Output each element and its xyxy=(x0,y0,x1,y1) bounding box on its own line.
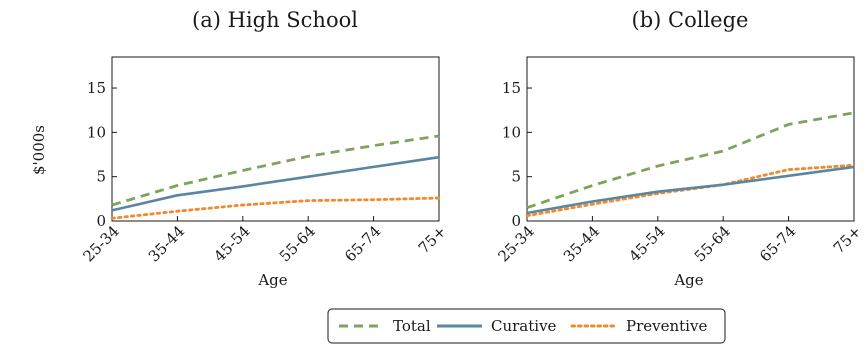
x-axis-label: Age xyxy=(673,271,703,289)
legend-box xyxy=(327,308,726,344)
x-tick-label: 55-64 xyxy=(276,222,319,265)
y-tick-label: 15 xyxy=(502,79,521,97)
series-line-curative xyxy=(111,155,440,212)
y-ticks: 0 5 10 15 xyxy=(87,79,117,230)
series-line-curative xyxy=(526,165,855,215)
legend-label-total: Total xyxy=(393,317,431,335)
x-tick-label: 55-64 xyxy=(691,222,734,265)
y-tick-label: 0 xyxy=(511,212,521,230)
chart-title: (b) College xyxy=(632,8,749,32)
legend-label-curative: Curative xyxy=(491,317,557,335)
x-tick-label: 75+ xyxy=(830,222,865,257)
series-line-total xyxy=(111,134,440,207)
chart-title: (a) High School xyxy=(192,8,358,32)
y-axis-label: $'000s xyxy=(30,125,48,175)
x-tick-label: 65-74 xyxy=(756,222,799,265)
y-tick-label: 10 xyxy=(502,123,521,141)
x-tick-label: 45-54 xyxy=(210,222,253,265)
x-ticks: 25-34 35-44 45-54 55-64 65-74 75+ xyxy=(495,216,865,265)
y-tick-label: 0 xyxy=(96,212,106,230)
y-tick-label: 5 xyxy=(96,168,106,186)
series-lines xyxy=(525,111,856,218)
x-ticks: 25-34 35-44 45-54 55-64 65-74 75+ xyxy=(80,216,450,265)
x-tick-label: 35-44 xyxy=(145,222,188,265)
x-tick-label: 45-54 xyxy=(625,222,668,265)
x-axis-label: Age xyxy=(257,271,287,289)
y-tick-label: 10 xyxy=(87,123,106,141)
y-tick-label: 5 xyxy=(511,168,521,186)
legend-label-preventive: Preventive xyxy=(626,317,707,335)
series-line-total xyxy=(526,111,855,210)
plot-frame xyxy=(526,56,855,222)
y-ticks: 0 5 10 15 xyxy=(502,79,532,230)
y-tick-label: 15 xyxy=(87,79,106,97)
x-tick-label: 75+ xyxy=(415,222,450,257)
x-tick-label: 35-44 xyxy=(560,222,603,265)
series-lines xyxy=(110,134,441,220)
x-tick-label: 65-74 xyxy=(341,222,384,265)
series-line-preventive xyxy=(110,196,441,220)
legend: Total Curative Preventive xyxy=(327,308,726,344)
plot-frame xyxy=(111,56,440,222)
